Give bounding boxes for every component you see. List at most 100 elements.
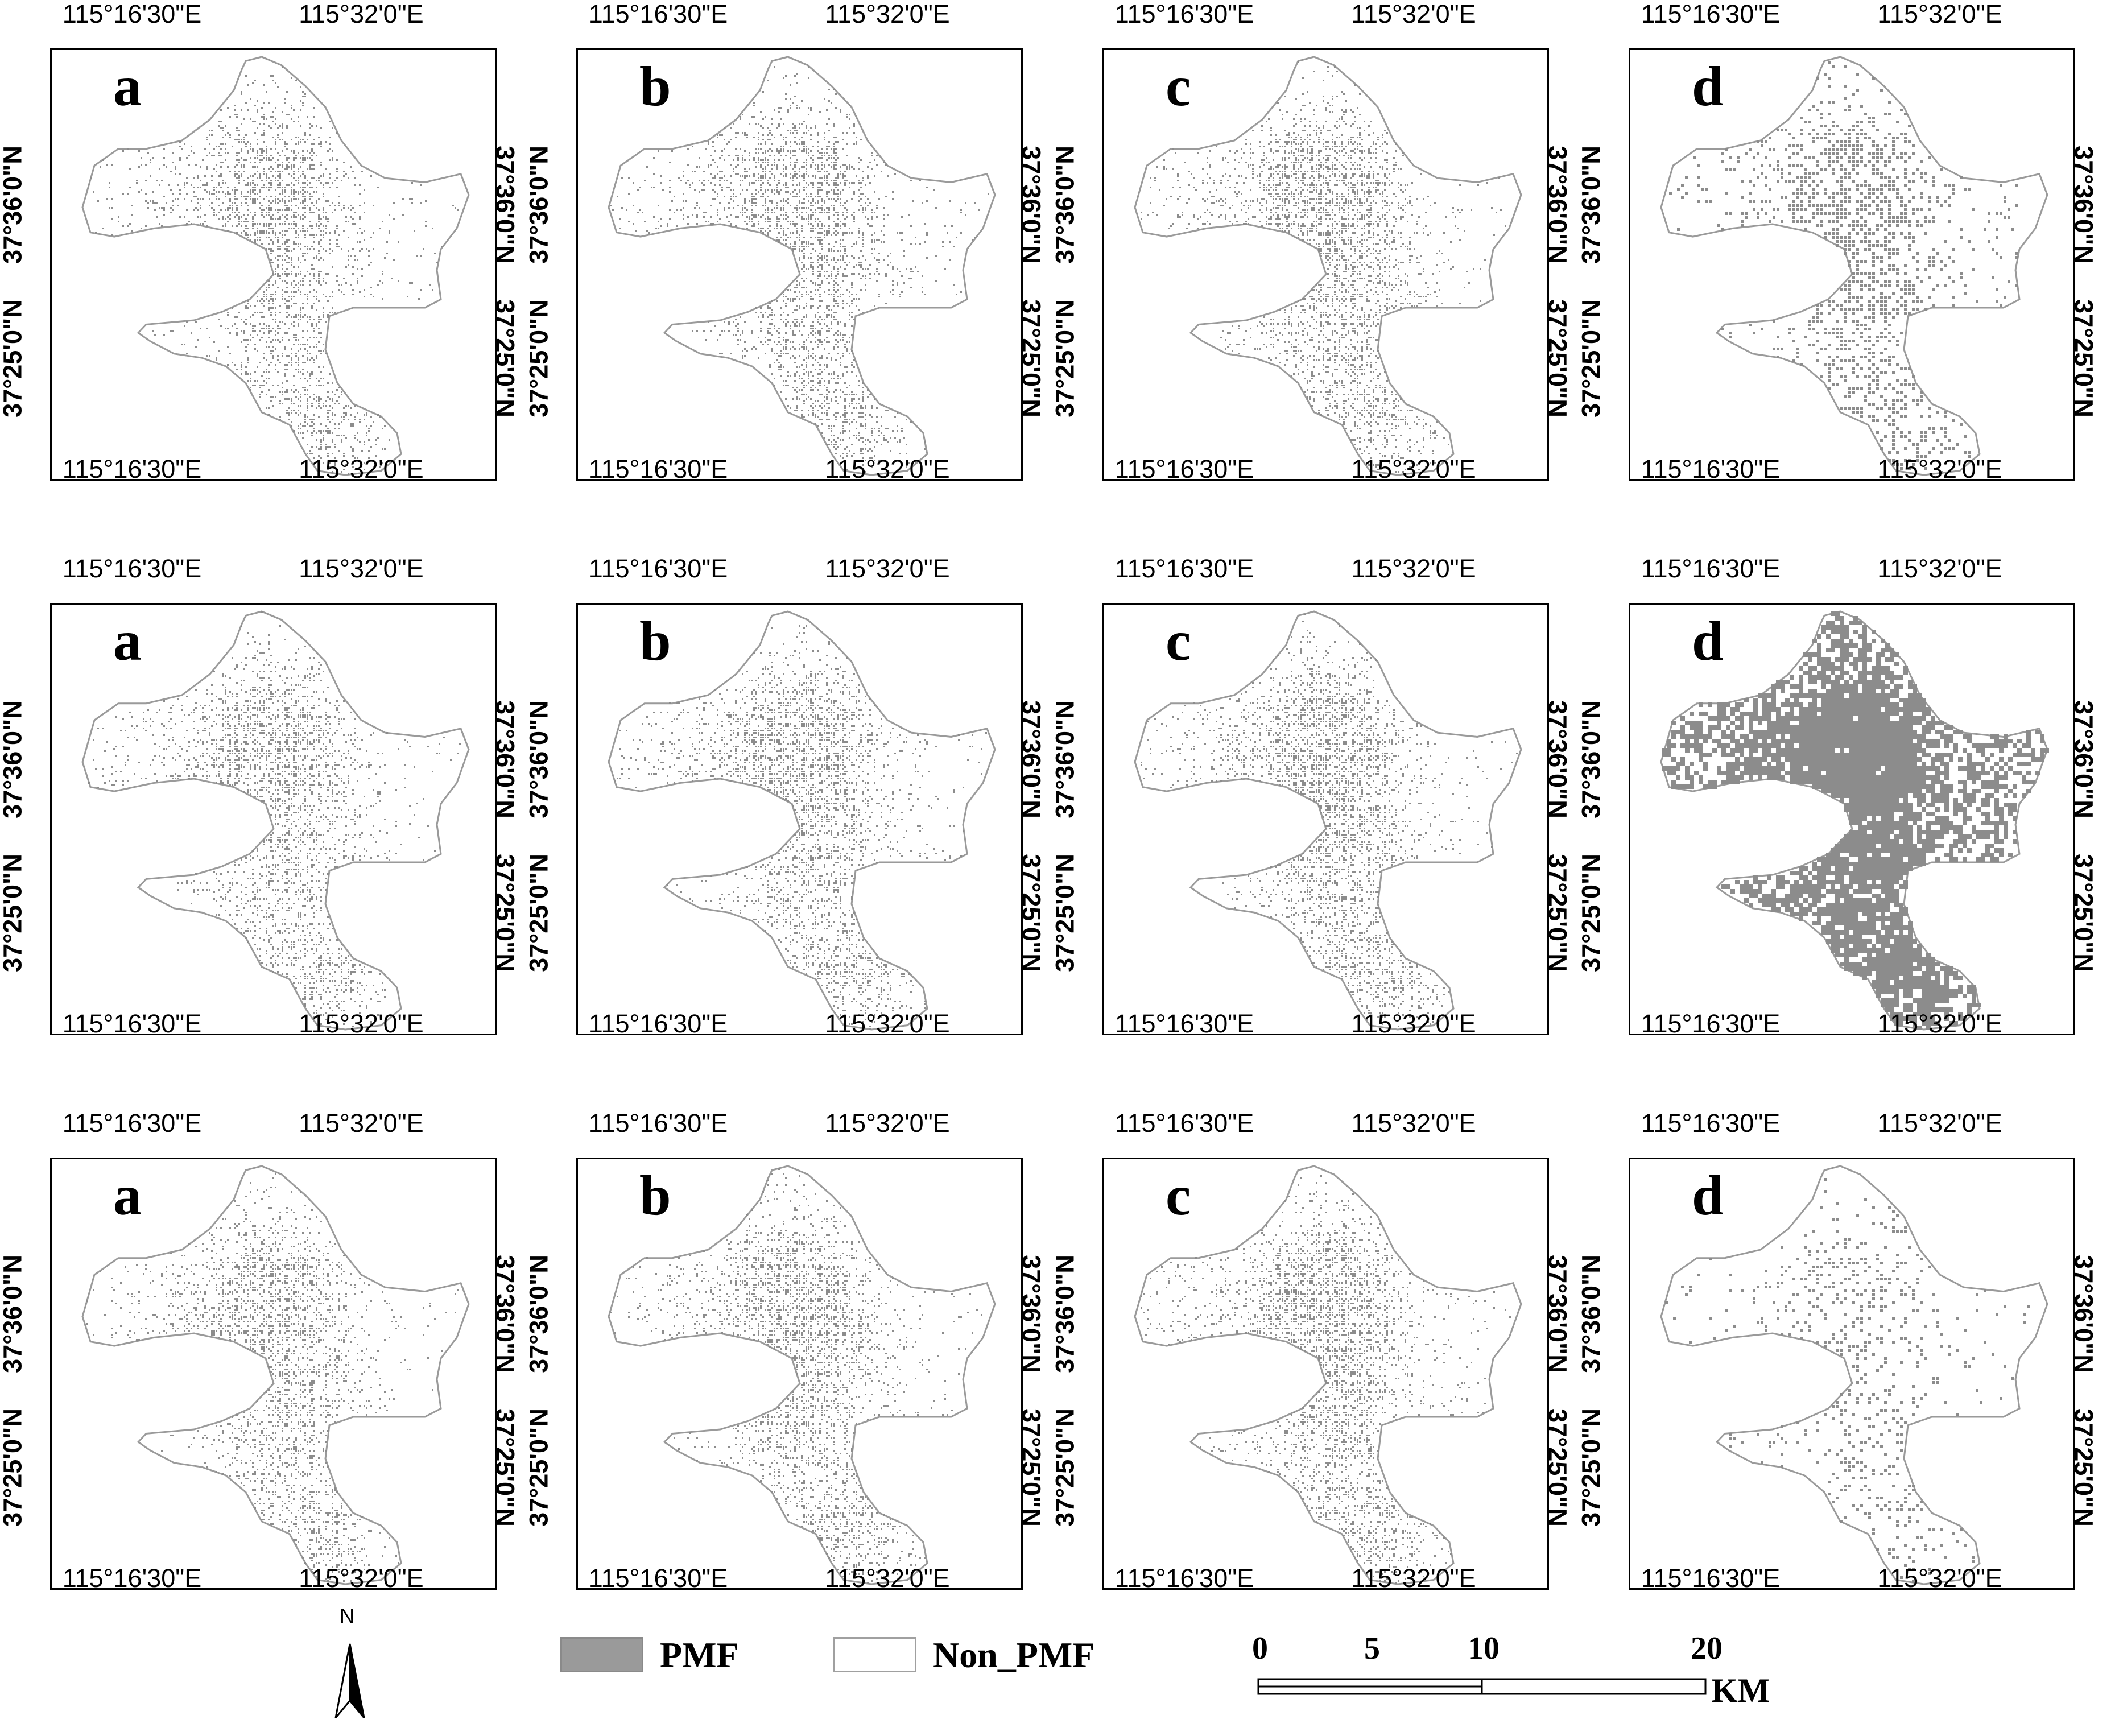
longitude-label-bot: 115°16'30"E <box>588 454 728 483</box>
panel-letter: a <box>113 609 142 672</box>
longitude-label-bot: 115°16'30"E <box>1114 1009 1254 1038</box>
map-panel: a 115°16'30"E 115°32'0"E 115°16'30"E 115°32'… <box>0 1109 523 1604</box>
latitude-label-right: 37°25'0"N <box>1017 854 1046 972</box>
latitude-label-right: 37°36'0"N <box>1543 146 1572 264</box>
map-panel: c 115°16'30"E 115°32'0"E 115°16'30"E 115°32'… <box>1051 554 1576 1049</box>
latitude-label-right: 37°36'0"N <box>2069 146 2099 264</box>
county-boundary <box>81 610 470 1031</box>
map-frame: c <box>1102 603 1549 1035</box>
longitude-label-bot: 115°32'0"E <box>1351 1564 1476 1593</box>
longitude-label-bot: 115°16'30"E <box>62 1564 202 1593</box>
map-panel: c 115°16'30"E 115°32'0"E 115°16'30"E 115°32'… <box>1050 0 1576 495</box>
latitude-label-right: 37°25'0"N <box>1543 1408 1572 1527</box>
scale-tick-5: 5 <box>1364 1631 1380 1666</box>
map-frame: b <box>576 1158 1023 1590</box>
map-frame: c <box>1102 1158 1549 1590</box>
latitude-label-right: 37°36'0"N <box>1017 1255 1046 1373</box>
longitude-label-top: 115°16'30"E <box>62 554 202 583</box>
map-panel: b 115°16'30"E 115°32'0"E 115°16'30"E 115°32'… <box>524 0 1050 495</box>
panel-letter: c <box>1166 55 1191 118</box>
county-map <box>1660 610 2049 1031</box>
county-boundary <box>1660 56 2048 476</box>
county-map <box>1660 56 2048 476</box>
north-label: N <box>340 1604 354 1627</box>
longitude-label-top: 115°32'0"E <box>1351 0 1476 28</box>
latitude-label-right: 37°36'0"N <box>490 1255 520 1373</box>
latitude-label-left: 37°25'0"N <box>1050 299 1080 418</box>
latitude-label-left: 37°25'0"N <box>0 1408 27 1527</box>
latitude-label-right: 37°25'0"N <box>1543 854 1572 972</box>
latitude-label-right: 37°25'0"N <box>2069 854 2099 972</box>
latitude-label-right: 37°25'0"N <box>490 854 520 972</box>
longitude-label-bot: 115°32'0"E <box>1877 1009 2002 1038</box>
latitude-label-left: 37°36'0"N <box>1050 146 1080 264</box>
latitude-label-right: 37°36'0"N <box>1543 700 1572 819</box>
latitude-label-left: 37°25'0"N <box>524 854 553 972</box>
latitude-label-left: 37°25'0"N <box>1576 854 1606 972</box>
longitude-label-top: 115°32'0"E <box>1877 1109 2002 1138</box>
longitude-label-bot: 115°32'0"E <box>299 1009 424 1038</box>
panel-letter: b <box>639 1164 671 1227</box>
pmf-label: PMF <box>660 1635 739 1675</box>
latitude-label-left: 37°36'0"N <box>524 1255 553 1373</box>
longitude-label-top: 115°16'30"E <box>588 0 728 28</box>
longitude-label-top: 115°16'30"E <box>1641 0 1781 28</box>
longitude-label-bot: 115°32'0"E <box>1351 454 1476 483</box>
pmf-area <box>1141 61 1506 473</box>
longitude-label-bot: 115°32'0"E <box>825 1564 950 1593</box>
longitude-label-bot: 115°32'0"E <box>299 1564 424 1593</box>
longitude-label-bot: 115°16'30"E <box>588 1009 728 1038</box>
longitude-label-top: 115°32'0"E <box>1877 554 2002 583</box>
longitude-label-top: 115°16'30"E <box>62 1109 202 1138</box>
panel-letter: c <box>1166 609 1191 672</box>
panel-letter: a <box>113 1164 142 1227</box>
map-frame: d <box>1629 48 2075 481</box>
county-boundary <box>608 610 996 1031</box>
map-frame: c <box>1102 48 1549 481</box>
map-panel: a 115°16'30"E 115°32'0"E 115°16'30"E 115°32'… <box>0 555 523 1049</box>
latitude-label-left: 37°25'0"N <box>0 299 27 418</box>
latitude-label-left: 37°36'0"N <box>1576 146 1606 264</box>
county-boundary <box>1134 1165 1522 1585</box>
county-map <box>1134 1165 1522 1585</box>
county-boundary <box>1660 1165 2048 1585</box>
latitude-label-right: 37°25'0"N <box>490 1408 520 1527</box>
longitude-label-top: 115°32'0"E <box>299 554 424 583</box>
latitude-label-left: 37°25'0"N <box>524 1408 553 1527</box>
latitude-label-right: 37°36'0"N <box>1017 700 1046 819</box>
longitude-label-top: 115°16'30"E <box>588 1109 728 1138</box>
county-map <box>1660 1165 2048 1585</box>
longitude-label-bot: 115°32'0"E <box>825 1009 950 1038</box>
longitude-label-top: 115°16'30"E <box>1114 0 1254 28</box>
scale-tick-20: 20 <box>1691 1631 1723 1666</box>
county-boundary <box>608 56 996 476</box>
longitude-label-top: 115°32'0"E <box>1877 0 2002 28</box>
latitude-label-right: 37°25'0"N <box>1017 299 1046 418</box>
latitude-label-left: 37°36'0"N <box>1576 1255 1606 1373</box>
panel-letter: d <box>1692 609 1724 672</box>
county-map <box>608 56 996 476</box>
panel-letter: b <box>639 55 671 118</box>
longitude-label-top: 115°16'30"E <box>588 554 728 583</box>
longitude-label-top: 115°32'0"E <box>299 0 424 28</box>
longitude-label-top: 115°16'30"E <box>62 0 202 28</box>
panel-letter: d <box>1692 1164 1724 1227</box>
county-map <box>608 610 996 1031</box>
panel-letter: b <box>639 609 671 672</box>
longitude-label-bot: 115°32'0"E <box>1877 454 2002 483</box>
longitude-label-bot: 115°16'30"E <box>1641 1009 1781 1038</box>
latitude-label-right: 37°25'0"N <box>2069 1408 2099 1527</box>
map-frame: a <box>50 48 497 481</box>
longitude-label-bot: 115°16'30"E <box>62 454 202 483</box>
latitude-label-left: 37°36'0"N <box>0 146 27 264</box>
scale-tick-0: 0 <box>1252 1631 1268 1666</box>
county-map <box>1134 56 1522 476</box>
latitude-label-left: 37°36'0"N <box>524 146 553 264</box>
map-panel: c 115°16'30"E 115°32'0"E 115°16'30"E 115°32'… <box>1051 1109 1576 1604</box>
panel-letter: d <box>1692 55 1724 118</box>
map-panel: d 115°16'30"E 115°32'0"E 115°16'30"E 115°32'… <box>1576 0 2102 495</box>
map-frame: d <box>1629 603 2075 1035</box>
county-boundary <box>81 56 470 476</box>
longitude-label-top: 115°16'30"E <box>1114 554 1254 583</box>
county-boundary <box>81 1165 470 1585</box>
